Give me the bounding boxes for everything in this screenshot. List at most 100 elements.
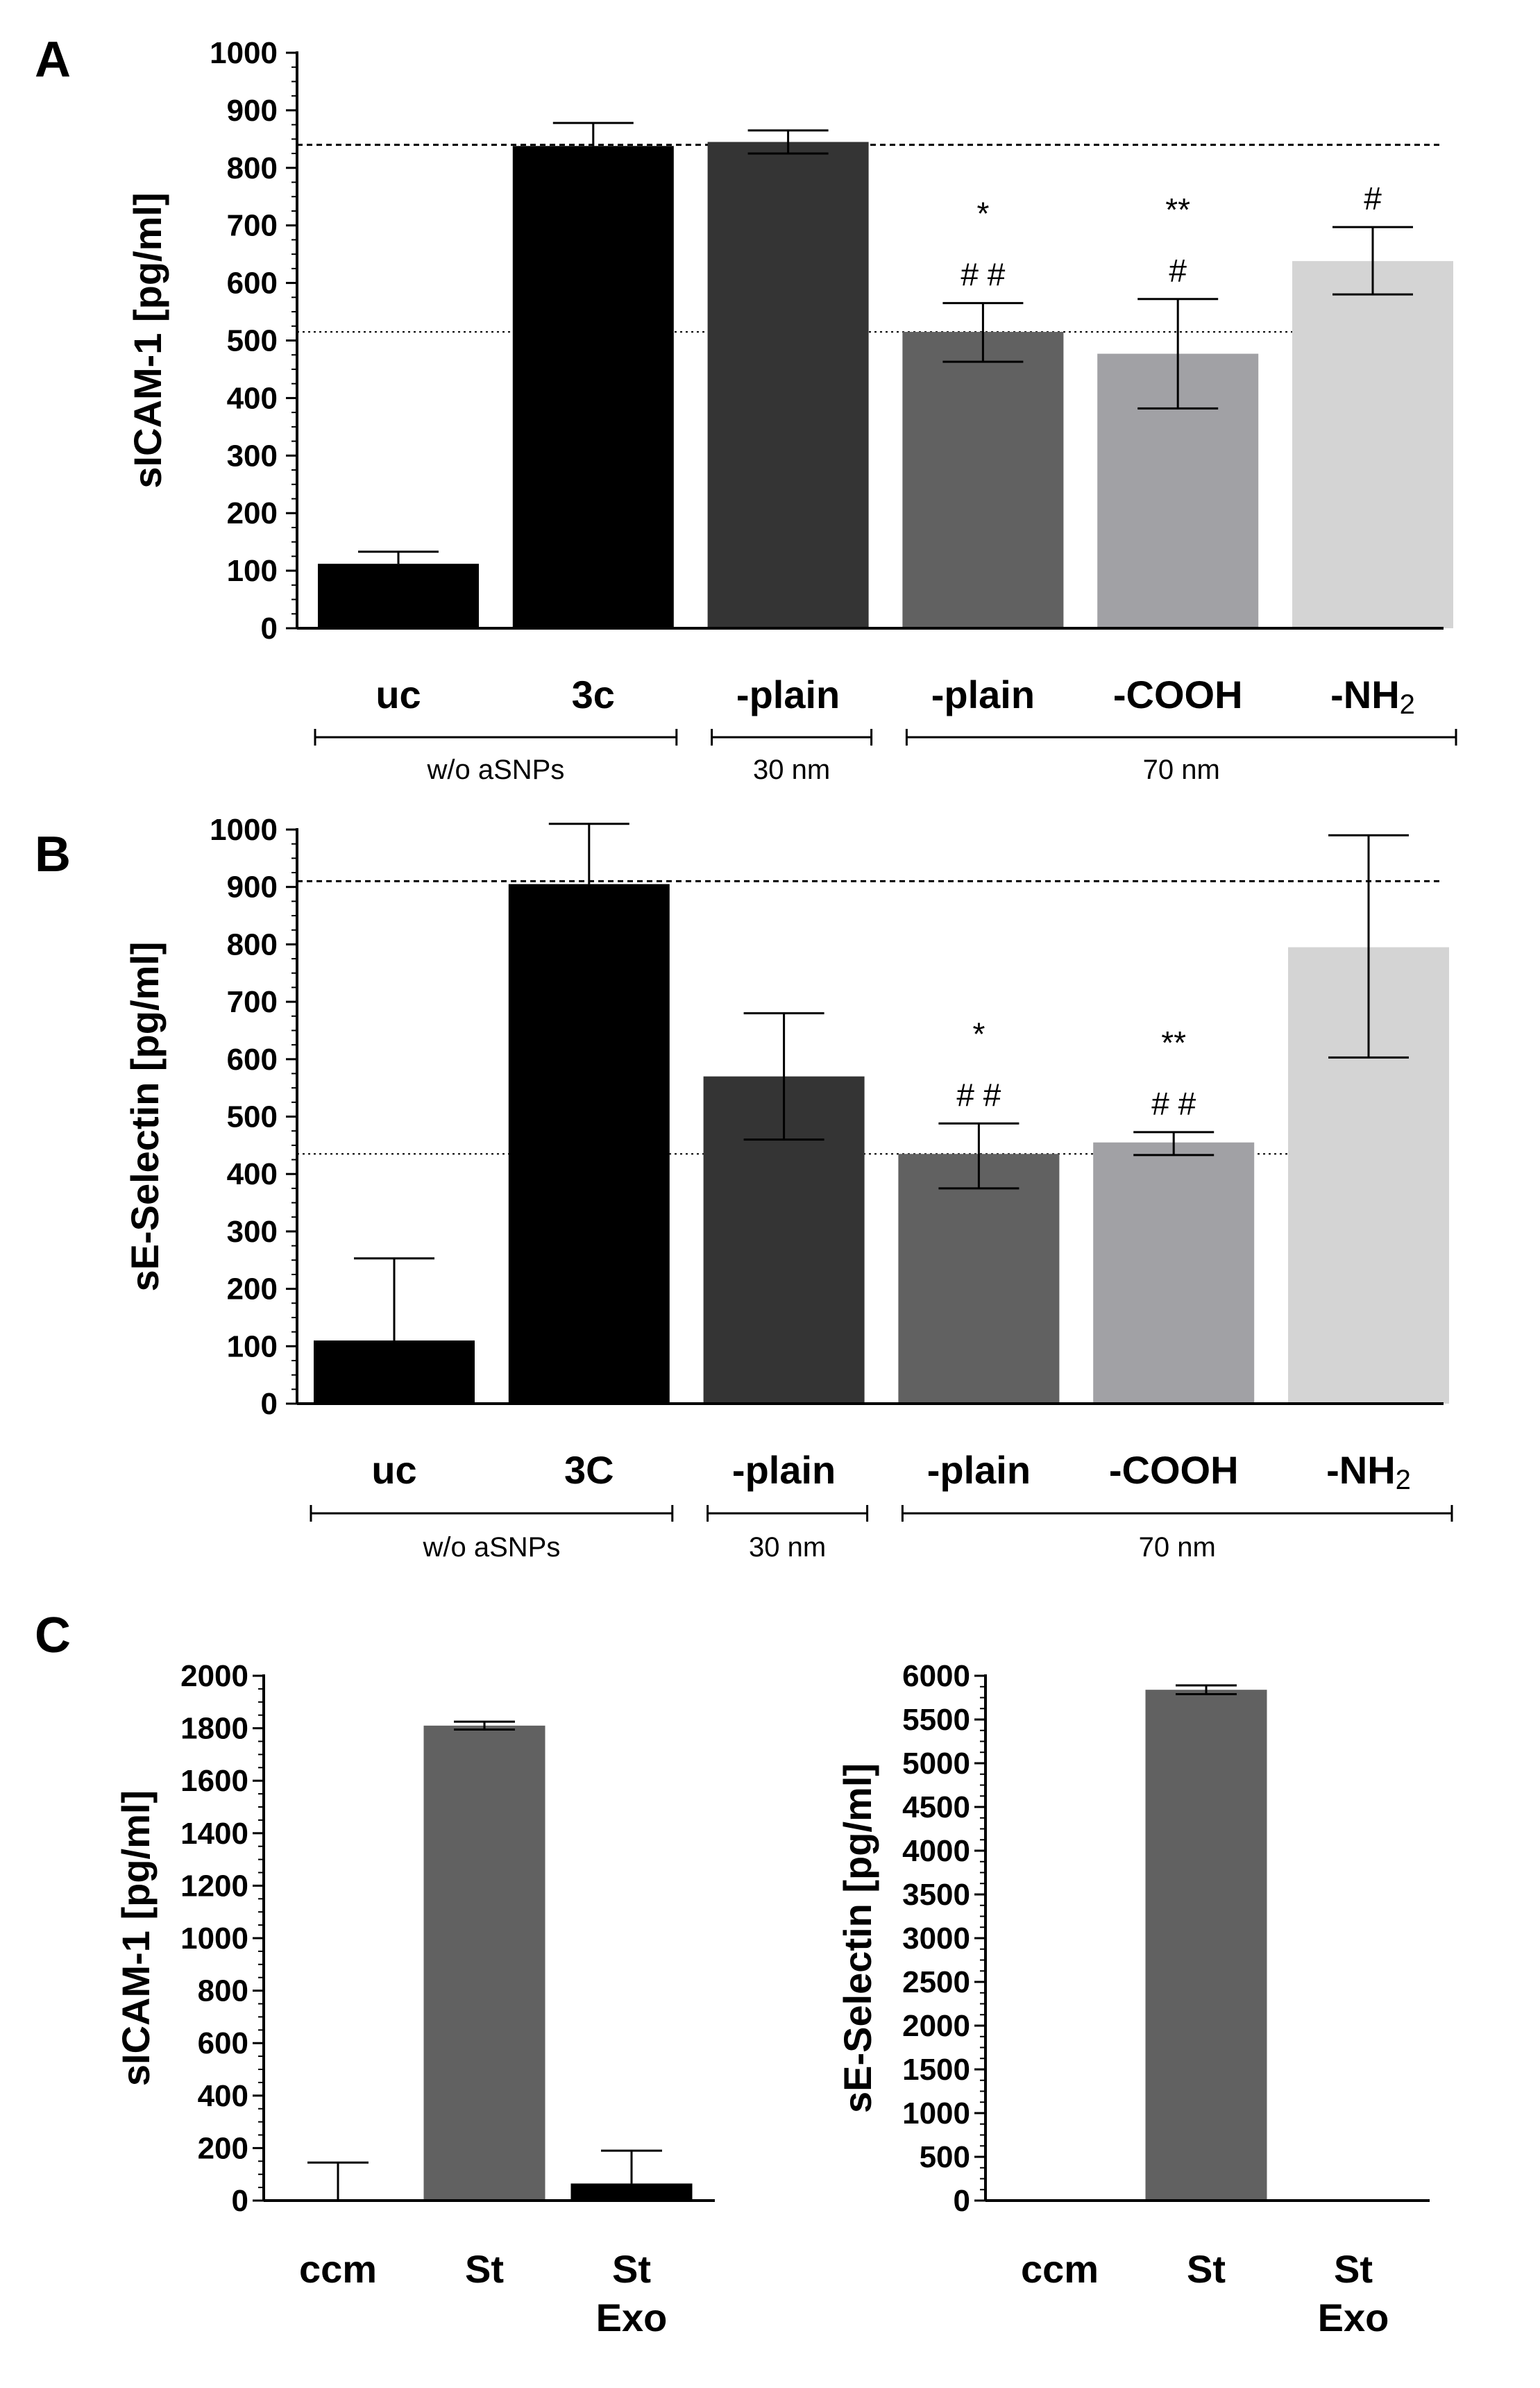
- group-label: w/o aSNPs: [426, 755, 564, 785]
- significance-annotation: *: [976, 196, 989, 232]
- y-tick-label: 700: [227, 209, 278, 243]
- significance-annotation: #: [1169, 253, 1187, 289]
- y-tick-label: 0: [261, 612, 278, 646]
- y-tick-label: 500: [227, 1100, 278, 1134]
- y-tick-label: 1200: [180, 1869, 248, 1903]
- significance-annotation: *: [972, 1016, 985, 1052]
- panel-letter-c: C: [35, 1608, 71, 1663]
- y-tick-label: 1000: [180, 1922, 248, 1956]
- panel-letter-a: A: [35, 32, 71, 87]
- chart-b-seselectin: 0 100 200 300 400 500 600 700 800 900 1000 sE-Selec…: [123, 813, 1453, 1563]
- y-tick-label: 100: [227, 554, 278, 588]
- y-tick-label: 900: [227, 871, 278, 905]
- y-tick-label: 900: [227, 94, 278, 128]
- y-tick-label: 100: [227, 1329, 278, 1363]
- y-axis-title: sICAM-1 [pg/ml]: [126, 192, 169, 488]
- y-tick-label: 600: [198, 2026, 248, 2060]
- y-tick-label: 2500: [902, 1965, 970, 1999]
- significance-annotation: # #: [961, 257, 1005, 293]
- y-tick-label: 3000: [902, 1922, 970, 1956]
- y-tick-label: 1000: [210, 813, 278, 847]
- category-label: ccm: [1021, 2247, 1099, 2291]
- category-label: -plain: [732, 1448, 836, 1492]
- y-tick-label: 200: [227, 1272, 278, 1306]
- panel-letter-b: B: [35, 827, 71, 882]
- y-tick-label: 2000: [902, 2009, 970, 2043]
- category-label: uc: [371, 1448, 416, 1492]
- significance-annotation: # #: [1151, 1086, 1196, 1122]
- group-label: w/o aSNPs: [422, 1532, 560, 1563]
- category-label: -NH2: [1326, 1448, 1411, 1495]
- category-label: St: [1334, 2247, 1373, 2291]
- y-tick-label: 200: [227, 496, 278, 530]
- category-label: Exo: [1318, 2296, 1389, 2339]
- y-tick-label: 500: [227, 324, 278, 358]
- y-tick-label: 300: [227, 1215, 278, 1249]
- significance-annotation: **: [1165, 192, 1190, 228]
- y-tick-label: 0: [954, 2184, 970, 2218]
- bar-plain-2: [707, 142, 869, 628]
- y-tick-label: 500: [920, 2140, 970, 2174]
- y-tick-label: 300: [227, 439, 278, 473]
- y-tick-label: 5000: [902, 1747, 970, 1781]
- group-label: 30 nm: [753, 755, 830, 785]
- y-tick-label: 1600: [180, 1764, 248, 1798]
- category-label: St: [612, 2247, 651, 2291]
- category-label: ccm: [299, 2247, 377, 2291]
- category-label: -COOH: [1109, 1448, 1239, 1492]
- category-label: -plain: [931, 673, 1035, 716]
- y-tick-label: 600: [227, 267, 278, 301]
- y-tick-label: 1500: [902, 2053, 970, 2087]
- significance-annotation: # #: [956, 1077, 1001, 1113]
- bar-cooh-4: [1093, 1142, 1255, 1404]
- y-tick-label: 5500: [902, 1703, 970, 1737]
- y-tick-label: 400: [227, 1157, 278, 1191]
- y-tick-label: 200: [198, 2131, 248, 2165]
- bar-3c-1: [512, 146, 674, 629]
- group-label: 70 nm: [1139, 1532, 1216, 1563]
- y-axis-title: sE-Selectin [pg/ml]: [123, 941, 167, 1291]
- category-label: Exo: [596, 2296, 668, 2339]
- bar-st-1: [1145, 1690, 1267, 2201]
- y-axis-title: sE-Selectin [pg/ml]: [836, 1763, 879, 2113]
- significance-annotation: **: [1161, 1025, 1186, 1061]
- y-tick-label: 4500: [902, 1790, 970, 1824]
- category-label: 3c: [572, 673, 615, 716]
- chart-c-sicam1: 0 200 400 600 800 1000 1200 1400 1600 1800 2000 sIC…: [114, 1659, 715, 2339]
- y-tick-label: 2000: [180, 1659, 248, 1693]
- bar-uc-0: [318, 564, 479, 628]
- bar-st-exo-2: [570, 2183, 693, 2201]
- significance-annotation: #: [1364, 180, 1382, 217]
- bar-3c-1: [508, 884, 670, 1404]
- category-label: -COOH: [1113, 673, 1243, 716]
- y-tick-label: 3500: [902, 1878, 970, 1912]
- y-tick-label: 1400: [180, 1817, 248, 1851]
- group-label: 70 nm: [1143, 755, 1220, 785]
- category-label: uc: [375, 673, 421, 716]
- bar-st-1: [423, 1725, 545, 2201]
- y-tick-label: 400: [227, 381, 278, 415]
- y-tick-label: 0: [261, 1387, 278, 1421]
- category-label: -plain: [927, 1448, 1031, 1492]
- y-tick-label: 4000: [902, 1834, 970, 1868]
- y-tick-label: 800: [227, 151, 278, 185]
- chart-a-sicam1: 0 100 200 300 400 500 600 700 800 900 1000 sICAM-1 …: [126, 36, 1457, 785]
- y-tick-label: 0: [232, 2184, 248, 2218]
- bar-plain-3: [898, 1154, 1060, 1404]
- y-tick-label: 400: [198, 2079, 248, 2113]
- category-label: St: [1187, 2247, 1226, 2291]
- category-label: -NH2: [1330, 673, 1415, 720]
- bar-nh-5: [1292, 261, 1453, 628]
- y-tick-label: 700: [227, 985, 278, 1019]
- category-label: -plain: [736, 673, 840, 716]
- group-label: 30 nm: [749, 1532, 826, 1563]
- category-subscript: 2: [1396, 1465, 1411, 1495]
- bar-uc-0: [314, 1340, 475, 1404]
- category-label: St: [465, 2247, 504, 2291]
- bar-plain-3: [902, 332, 1064, 628]
- y-tick-label: 800: [198, 1974, 248, 2008]
- y-tick-label: 1800: [180, 1712, 248, 1746]
- chart-c-seselectin: 0 500 1000 1500 2000 2500 3000 3500 4000 4500 5000…: [836, 1659, 1430, 2339]
- y-tick-label: 800: [227, 927, 278, 961]
